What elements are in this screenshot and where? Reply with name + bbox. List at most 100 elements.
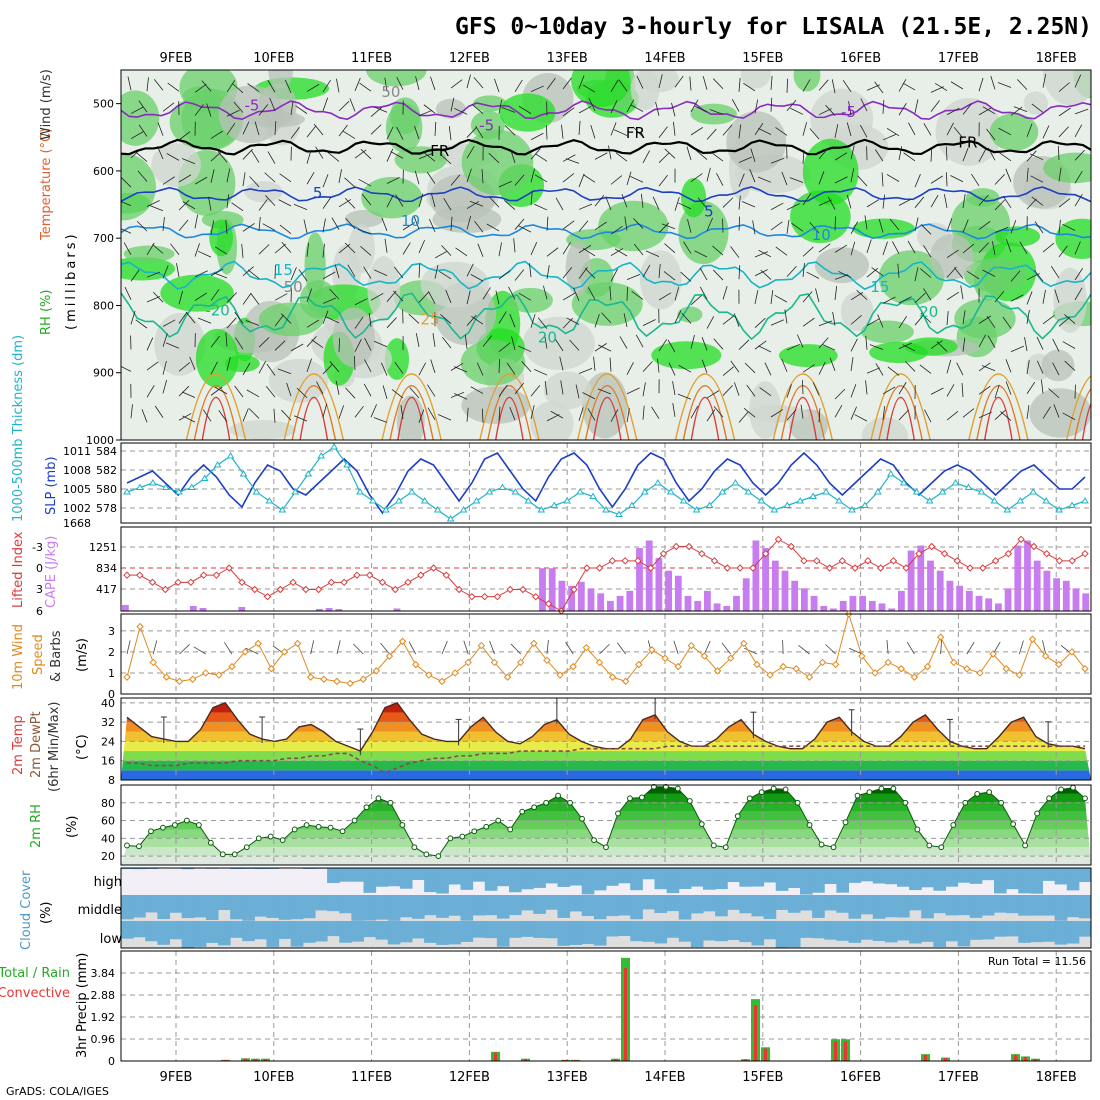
thickness-point-1: [136, 483, 144, 490]
upper-barb-631: [790, 107, 804, 115]
wind-tick-1: 2: [108, 646, 115, 659]
upper-barb-583: [734, 382, 740, 396]
cloud-bar-1-10: [242, 895, 255, 921]
rh-point-30: [483, 823, 490, 830]
lifted-index-point-23: [417, 571, 425, 579]
cloud-bar-1-38: [581, 895, 595, 917]
upper-barb-342: [476, 362, 484, 376]
contour-label-4: FR: [626, 124, 645, 142]
upper-barb-20: [146, 200, 160, 207]
upper-barb-336: [474, 220, 484, 233]
upper-barb-308: [438, 270, 452, 280]
cloud-bar-0-21: [375, 868, 389, 887]
contour-label-11: 15: [870, 278, 889, 296]
upper-barb-485: [640, 193, 644, 208]
rh-point-15: [303, 822, 310, 828]
upper-barb-156: [279, 224, 292, 235]
upper-barb-416: [554, 338, 564, 352]
upper-barb-801: [978, 220, 991, 230]
cloud-ylabel: Cloud Cover: [19, 870, 34, 950]
upper-barb-761: [930, 340, 943, 349]
upper-ylabel-wind: Wind (m/s): [39, 69, 54, 140]
rh-point-77: [1046, 795, 1052, 802]
upper-barb-671: [822, 344, 836, 351]
upper-barb-523: [672, 381, 676, 396]
upper-barb-217: [344, 242, 356, 254]
wind-barb-42: [673, 640, 679, 655]
wind-speed-point-24: [438, 677, 446, 686]
upper-barb-420: [578, 75, 585, 89]
upper-barb-382: [530, 242, 538, 256]
cape-bar-80: [898, 590, 905, 611]
thickness-point-38: [615, 510, 623, 517]
upper-barb-628: [786, 384, 792, 398]
upper-barb-362: [504, 125, 516, 136]
upper-barb-162: [277, 368, 292, 375]
upper-barb-272: [414, 125, 420, 140]
contour-label-1: -5: [479, 117, 494, 135]
thickness-point-73: [1068, 501, 1076, 508]
upper-barb-810: [990, 75, 996, 90]
upper-barb-559: [716, 173, 724, 186]
wind-barb-56: [848, 647, 863, 655]
upper-barb-744: [914, 292, 926, 303]
cloud-bar-1-64: [897, 895, 910, 918]
upper-barb-740: [914, 196, 925, 208]
warm-arch-2-0: [381, 373, 442, 440]
upper-barb-208: [335, 380, 340, 395]
upper-barb-257: [396, 126, 404, 140]
upper-barb-488: [642, 264, 651, 278]
upper-barb-595: [754, 317, 766, 328]
upper-barb-788: [954, 267, 964, 279]
upper-ylabel-units: (millibars): [64, 231, 79, 330]
upper-barb-582: [730, 360, 740, 373]
upper-barb-706: [882, 99, 885, 114]
cloud-bar-1-74: [1018, 895, 1031, 916]
upper-barb-412: [562, 242, 571, 255]
upper-barb-865: [1042, 315, 1055, 325]
cape-bar-43: [539, 568, 546, 611]
thickness-point-30: [511, 488, 520, 495]
upper-barb-773: [946, 266, 957, 278]
upper-barb-828: [999, 152, 1012, 162]
upper-barb-187: [322, 243, 325, 258]
upper-barb-867: [1036, 360, 1044, 374]
upper-barb-244: [386, 177, 400, 184]
upper-barb-642: [802, 364, 815, 373]
cloud-bar-1-50: [727, 895, 740, 910]
upper-barb-556: [709, 109, 724, 115]
lifted-index-point-74: [1068, 557, 1076, 565]
upper-barb-127: [258, 244, 270, 255]
thickness-point-22: [407, 488, 416, 495]
rh-point-11: [255, 835, 262, 842]
upper-barb-388: [530, 385, 541, 397]
thickness-point-74: [1081, 497, 1089, 504]
upper-barb-575: [738, 195, 741, 210]
upper-barb-114: [242, 292, 252, 305]
upper-barb-436: [588, 97, 596, 111]
upper-barb-743: [914, 267, 919, 282]
upper-barb-658: [812, 382, 820, 396]
rh-point-49: [710, 842, 717, 849]
upper-barb-441: [594, 221, 607, 231]
thickness-point-5: [187, 483, 196, 490]
thickness-point-58: [873, 488, 882, 495]
upper-barb-213: [354, 149, 367, 159]
rh-point-12: [267, 833, 274, 840]
cape-bar-99: [1082, 593, 1090, 611]
upper-barb-321: [466, 215, 472, 230]
upper-barb-623: [786, 265, 797, 277]
cloud-bar-2-4: [169, 921, 183, 940]
cape-bar-70: [801, 588, 808, 611]
upper-barb-47: [178, 131, 191, 141]
cloud-bar-0-30: [484, 868, 498, 891]
lifted-index-point-73: [1055, 557, 1064, 565]
rh-point-65: [902, 799, 909, 806]
upper-barb-355: [498, 311, 507, 324]
wind-barb-14: [310, 640, 315, 655]
upper-barb-50: [178, 200, 190, 211]
upper-barb-113: [242, 266, 254, 276]
cloud-bar-0-46: [678, 868, 692, 889]
thickness-point-11: [265, 497, 274, 504]
upper-barb-174: [306, 288, 313, 302]
